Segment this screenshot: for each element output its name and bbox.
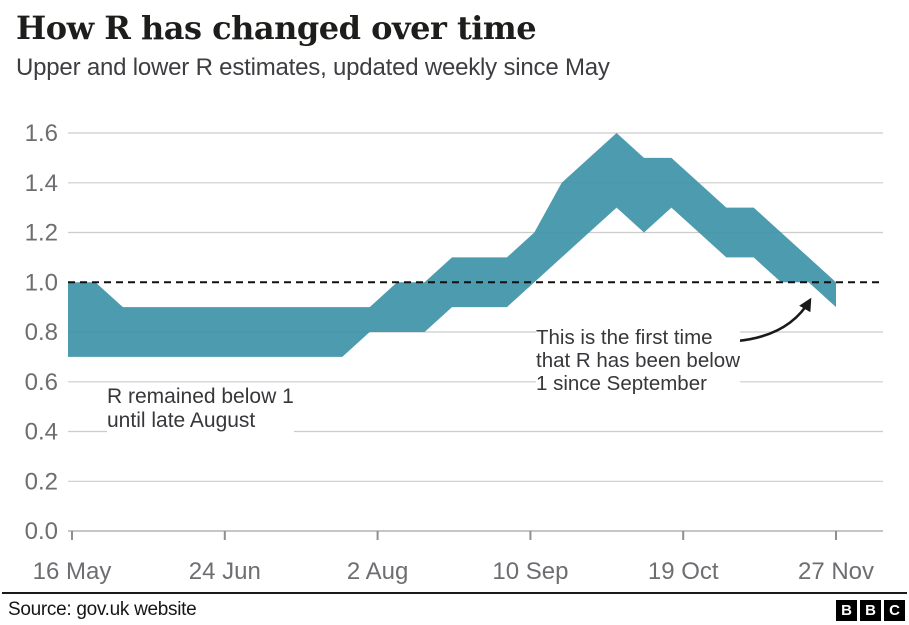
y-tick-label: 1.6 (25, 120, 58, 147)
x-tick-label: 2 Aug (347, 558, 408, 585)
y-tick-label: 0.2 (25, 468, 58, 495)
bbc-logo-letter-b2: B (860, 599, 881, 621)
y-tick-label: 0.4 (25, 419, 58, 446)
chart-header: How R has changed over time Upper and lo… (16, 10, 896, 82)
x-tick-label: 19 Oct (648, 558, 719, 585)
annotation-r-below-1: R remained below 1 until late August (107, 385, 294, 433)
y-tick-label: 1.2 (25, 220, 58, 247)
bbc-logo-letter-b1: B (836, 599, 857, 621)
r-range-band (68, 133, 836, 357)
x-tick-label: 27 Nov (798, 558, 874, 585)
x-tick-label: 24 Jun (189, 558, 261, 585)
chart-subtitle: Upper and lower R estimates, updated wee… (16, 53, 610, 81)
page-title: How R has changed over time (16, 9, 537, 47)
y-tick-label: 0.0 (25, 518, 58, 545)
y-tick-label: 1.4 (25, 170, 58, 197)
y-tick-label: 0.6 (25, 369, 58, 396)
x-tick-label: 10 Sep (492, 558, 568, 585)
source-label: Source: gov.uk website (8, 599, 197, 620)
bbc-logo-letter-c: C (884, 599, 905, 621)
y-tick-label: 1.0 (25, 269, 58, 296)
y-tick-label: 0.8 (25, 319, 58, 346)
bbc-logo: B B C (836, 599, 905, 621)
chart-footer: Source: gov.uk website B B C (2, 592, 907, 625)
annotation-first-time-below-1: This is the first time that R has been b… (536, 326, 740, 395)
annotation-arrow (736, 297, 812, 343)
r-range-chart: 16 May 24 Jun 2 Aug 10 Sep 19 Oct 27 Nov 0.0 0.… (25, 120, 883, 585)
x-tick-label: 16 May (33, 558, 112, 585)
